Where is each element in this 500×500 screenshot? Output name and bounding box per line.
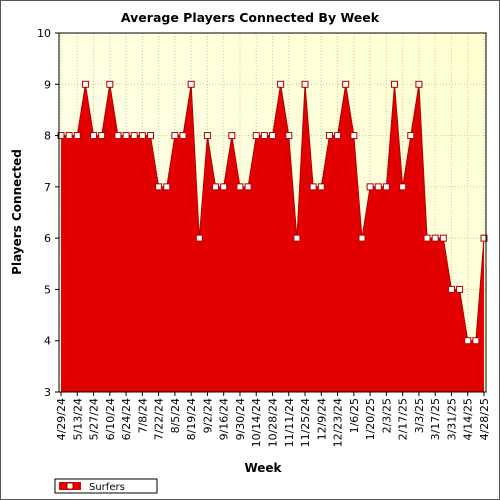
data-point-surfers <box>399 183 407 191</box>
data-point-surfers <box>447 285 455 293</box>
x-tick-label: 4/29/24 <box>55 398 68 440</box>
x-tick-label: 6/10/24 <box>104 398 117 440</box>
data-point-surfers <box>146 132 154 140</box>
x-tick-label: 12/9/24 <box>315 398 328 440</box>
data-point-surfers <box>464 337 472 345</box>
x-tick-label: 5/27/24 <box>88 398 101 440</box>
x-tick-label: 12/23/24 <box>332 398 345 447</box>
data-point-surfers <box>106 80 114 88</box>
x-tick-label: 8/19/24 <box>185 398 198 440</box>
data-point-surfers <box>81 80 89 88</box>
data-point-surfers <box>179 132 187 140</box>
y-axis-title: Players Connected <box>10 149 24 275</box>
x-tick-label: 3/3/25 <box>413 398 426 433</box>
x-tick-label: 10/14/24 <box>250 398 263 447</box>
data-point-surfers <box>73 132 81 140</box>
series-marker-layer <box>57 80 488 345</box>
plot-border <box>58 32 487 393</box>
data-point-surfers <box>431 234 439 242</box>
x-tick-label: 9/16/24 <box>218 398 231 440</box>
legend-marker-surfers <box>66 482 74 490</box>
data-point-surfers <box>277 80 285 88</box>
data-point-surfers <box>138 132 146 140</box>
data-point-surfers <box>236 183 244 191</box>
x-tick-label: 1/20/25 <box>364 398 377 440</box>
x-tick-label: 1/6/25 <box>348 398 361 433</box>
data-point-surfers <box>220 183 228 191</box>
data-point-surfers <box>65 132 73 140</box>
y-tick-label: 10 <box>37 27 51 40</box>
data-point-surfers <box>415 80 423 88</box>
series-area-surfers <box>61 84 484 393</box>
data-point-surfers <box>317 183 325 191</box>
y-tick-label: 5 <box>44 283 51 296</box>
data-point-surfers <box>269 132 276 140</box>
x-tick-label: 5/13/24 <box>71 398 84 440</box>
data-point-surfers <box>366 183 374 191</box>
y-tick-label: 7 <box>44 181 51 194</box>
x-tick-label: 3/31/25 <box>445 398 458 440</box>
y-tick-label: 6 <box>44 232 51 245</box>
x-tick-label: 4/28/25 <box>478 398 491 440</box>
data-point-surfers <box>155 183 163 191</box>
y-tick-label: 9 <box>44 78 51 91</box>
legend-label-surfers: Surfers <box>89 482 125 493</box>
data-point-surfers <box>439 234 447 242</box>
data-point-surfers <box>244 183 252 191</box>
x-tick-label: 3/17/25 <box>429 398 442 440</box>
data-point-surfers <box>334 132 342 140</box>
x-tick-label: 7/22/24 <box>153 398 166 440</box>
y-tick-label: 3 <box>44 386 51 399</box>
data-point-surfers <box>260 132 268 140</box>
data-point-surfers <box>391 80 399 88</box>
axes: 3 4 5 6 7 8 9 10 4/29/24 5/13/24 5/27/24 6/10/24 6/2… <box>37 27 491 447</box>
x-tick-label: 9/2/24 <box>201 398 214 433</box>
data-point-surfers <box>252 132 260 140</box>
x-tick-label: 10/28/24 <box>267 398 280 447</box>
data-point-surfers <box>342 80 350 88</box>
data-point-surfers <box>171 132 179 140</box>
data-point-surfers <box>187 80 195 88</box>
data-point-surfers <box>456 285 464 293</box>
y-tick-label: 4 <box>44 335 51 348</box>
data-point-surfers <box>382 183 390 191</box>
x-tick-label: 8/5/24 <box>169 398 182 433</box>
data-point-surfers <box>301 80 309 88</box>
data-point-surfers <box>293 234 301 242</box>
data-point-surfers <box>407 132 415 140</box>
x-axis-title: Week <box>244 461 282 475</box>
data-point-surfers <box>358 234 366 242</box>
data-point-surfers <box>309 183 317 191</box>
data-point-surfers <box>374 183 382 191</box>
data-point-surfers <box>114 132 122 140</box>
data-point-surfers <box>195 234 203 242</box>
x-tick-label: 2/17/25 <box>397 398 410 440</box>
data-point-surfers <box>285 132 293 140</box>
x-tick-label: 4/14/25 <box>462 398 475 440</box>
data-point-surfers <box>90 132 98 140</box>
data-point-surfers <box>472 337 480 345</box>
x-tick-label: 7/8/24 <box>136 398 149 433</box>
data-point-surfers <box>350 132 358 140</box>
x-tick-label: 6/24/24 <box>120 398 133 440</box>
y-tick-label: 8 <box>44 130 51 143</box>
data-point-surfers <box>122 132 130 140</box>
chart-title: Average Players Connected By Week <box>121 10 380 25</box>
x-tick-label: 11/11/24 <box>283 398 296 447</box>
data-point-surfers <box>480 234 488 242</box>
data-point-surfers <box>163 183 171 191</box>
data-point-surfers <box>98 132 106 140</box>
x-tick-label: 11/25/24 <box>299 398 312 447</box>
data-point-surfers <box>203 132 211 140</box>
data-point-surfers <box>228 132 236 140</box>
data-point-surfers <box>325 132 333 140</box>
data-point-surfers <box>212 183 220 191</box>
data-point-surfers <box>130 132 138 140</box>
x-tick-label: 2/3/25 <box>380 398 393 433</box>
data-point-surfers <box>423 234 431 242</box>
legend: Surfers <box>54 478 158 494</box>
x-tick-label: 9/30/24 <box>234 398 247 440</box>
